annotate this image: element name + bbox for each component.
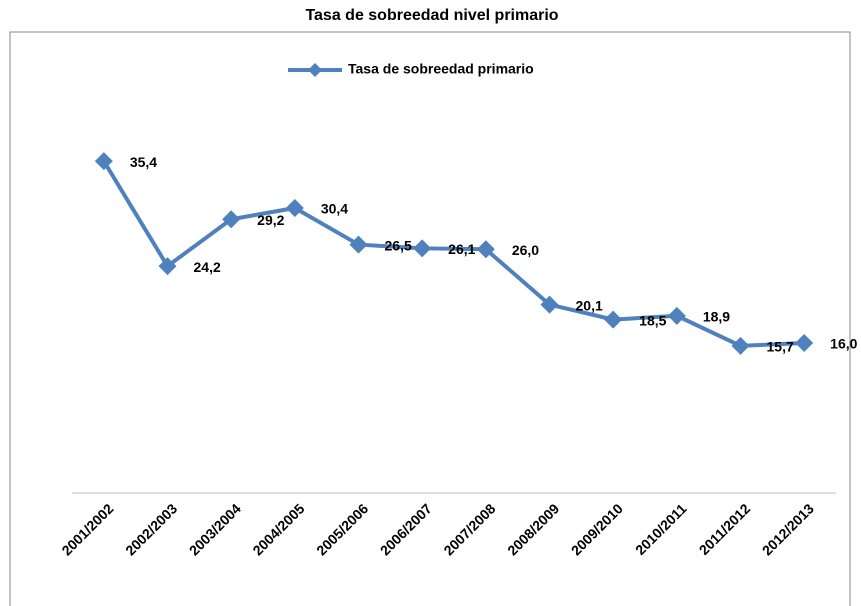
- data-label: 15,7: [767, 339, 794, 355]
- legend-marker: [308, 63, 322, 77]
- data-point: [476, 240, 495, 259]
- data-label: 35,4: [130, 154, 157, 170]
- data-label: 26,5: [385, 237, 412, 253]
- data-point: [413, 239, 432, 258]
- data-point: [94, 152, 113, 171]
- data-point: [285, 199, 304, 217]
- chart-frame: [9, 31, 851, 606]
- data-point: [349, 235, 368, 254]
- data-label: 18,5: [639, 312, 666, 328]
- legend-label: Tasa de sobreedad primario: [348, 61, 534, 77]
- data-point: [158, 257, 177, 276]
- data-label: 26,0: [512, 242, 539, 258]
- data-label: 29,2: [257, 212, 284, 228]
- data-label: 18,9: [703, 309, 730, 325]
- data-point: [731, 336, 750, 355]
- data-label: 20,1: [576, 297, 603, 313]
- data-label: 16,0: [830, 336, 857, 352]
- data-label: 30,4: [321, 201, 348, 217]
- series-line: [102, 160, 805, 348]
- data-point: [604, 310, 623, 329]
- chart-title: Tasa de sobreedad nivel primario: [305, 7, 558, 24]
- data-point: [667, 306, 686, 325]
- data-point: [540, 295, 559, 314]
- data-point: [795, 334, 814, 352]
- data-label: 24,2: [194, 259, 221, 275]
- data-label: 26,1: [448, 241, 475, 257]
- data-point: [222, 210, 241, 229]
